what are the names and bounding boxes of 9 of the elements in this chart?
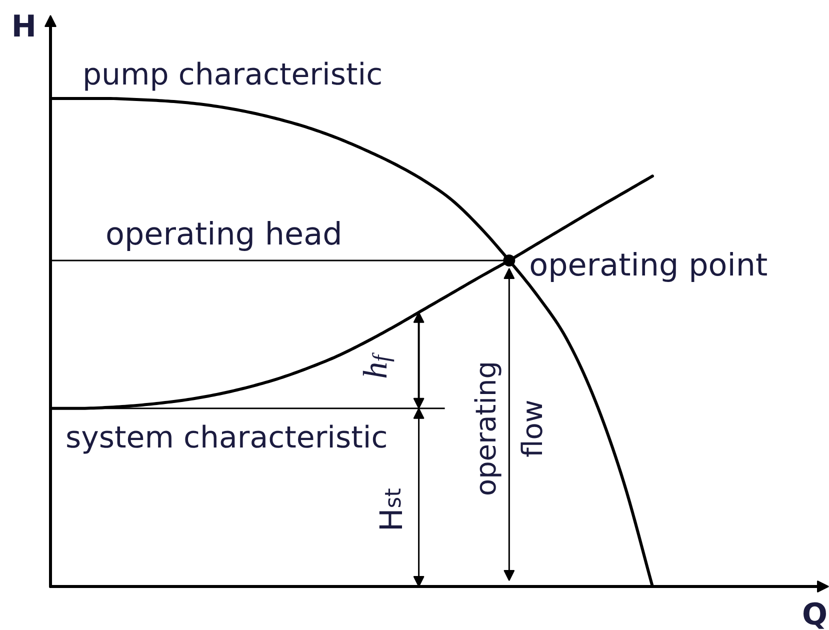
annotation: operating point [529,248,768,284]
series-label: system characteristic [66,420,388,456]
series-label: pump characteristic [82,58,383,92]
annotation: Hst [374,488,410,532]
y-axis-title: H [11,10,36,44]
x-axis-title: Q [802,598,828,630]
ref-line-label: operating head [106,216,342,253]
annotation: operating flow [470,360,549,496]
annotation: hf [357,352,395,379]
